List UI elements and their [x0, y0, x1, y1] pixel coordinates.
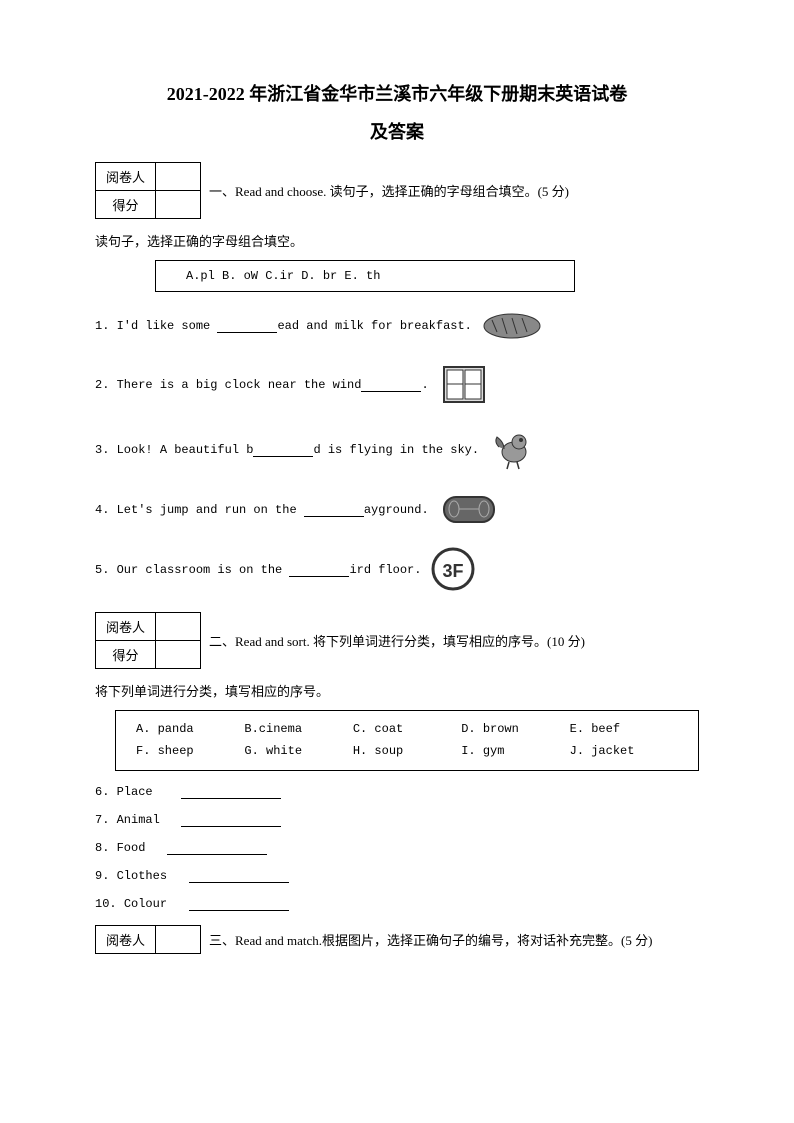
score-label-5: 阅卷人 — [96, 926, 156, 954]
svg-text:3F: 3F — [443, 561, 464, 581]
q1-after: ead and milk for breakfast. — [277, 319, 471, 333]
question-4: 4. Let's jump and run on the ayground. — [95, 492, 699, 527]
q5-before: Our classroom is on the — [117, 563, 290, 577]
score-value-1 — [156, 163, 201, 191]
score-value-2 — [156, 191, 201, 219]
score-value-5 — [156, 926, 201, 954]
word-c: C. coat — [353, 719, 461, 741]
q6-label: Place — [117, 785, 153, 799]
section1-instruction: 读句子，选择正确的字母组合填空。 — [95, 231, 699, 250]
word-row-2: F. sheep G. white H. soup I. gym J. jack… — [136, 741, 678, 763]
q3-after: d is flying in the sky. — [313, 443, 479, 457]
word-i: I. gym — [461, 741, 569, 763]
question-1: 1. I'd like some ead and milk for breakf… — [95, 310, 699, 342]
q9-blank[interactable] — [189, 869, 289, 883]
q2-after: . — [421, 378, 428, 392]
score-box-1: 阅卷人 得分 — [95, 162, 201, 219]
question-7: 7. Animal — [95, 813, 699, 827]
bird-icon — [489, 427, 539, 472]
q1-before: I'd like some — [117, 319, 218, 333]
word-j: J. jacket — [570, 741, 678, 763]
q8-num: 8. — [95, 841, 109, 855]
section2-header: 阅卷人 得分 二、Read and sort. 将下列单词进行分类，填写相应的序… — [95, 612, 699, 669]
question-10: 10. Colour — [95, 897, 699, 911]
choice-box: A.pl B. oW C.ir D. br E. th — [155, 260, 575, 292]
q2-num: 2. — [95, 378, 109, 392]
word-a: A. panda — [136, 719, 244, 741]
word-g: G. white — [244, 741, 352, 763]
score-label-3: 阅卷人 — [96, 613, 156, 641]
q6-blank[interactable] — [181, 785, 281, 799]
word-e: E. beef — [570, 719, 678, 741]
section1-header: 阅卷人 得分 一、Read and choose. 读句子，选择正确的字母组合填… — [95, 162, 699, 219]
q7-label: Animal — [117, 813, 160, 827]
section2-instruction: 将下列单词进行分类，填写相应的序号。 — [95, 681, 699, 700]
section3-header: 阅卷人 三、Read and match.根据图片，选择正确句子的编号，将对话补… — [95, 925, 699, 954]
subtitle: 及答案 — [95, 118, 699, 144]
score-label-2: 得分 — [96, 191, 156, 219]
q10-num: 10. — [95, 897, 117, 911]
word-d: D. brown — [461, 719, 569, 741]
q10-label: Colour — [124, 897, 167, 911]
score-label-1: 阅卷人 — [96, 163, 156, 191]
section1-heading: 一、Read and choose. 读句子，选择正确的字母组合填空。(5 分) — [209, 181, 569, 200]
q5-after: ird floor. — [349, 563, 421, 577]
q2-before: There is a big clock near the wind — [117, 378, 362, 392]
question-6: 6. Place — [95, 785, 699, 799]
q2-blank[interactable] — [361, 378, 421, 392]
q5-num: 5. — [95, 563, 109, 577]
q7-num: 7. — [95, 813, 109, 827]
section3-heading: 三、Read and match.根据图片，选择正确句子的编号，将对话补充完整。… — [209, 930, 652, 949]
word-box: A. panda B.cinema C. coat D. brown E. be… — [115, 710, 699, 771]
q6-num: 6. — [95, 785, 109, 799]
question-2: 2. There is a big clock near the wind. — [95, 362, 699, 407]
q5-blank[interactable] — [289, 563, 349, 577]
q3-num: 3. — [95, 443, 109, 457]
q4-after: ayground. — [364, 503, 429, 517]
playground-icon — [439, 492, 499, 527]
q1-num: 1. — [95, 319, 109, 333]
window-icon — [439, 362, 489, 407]
score-value-4 — [156, 641, 201, 669]
word-row-1: A. panda B.cinema C. coat D. brown E. be… — [136, 719, 678, 741]
q4-blank[interactable] — [304, 503, 364, 517]
word-h: H. soup — [353, 741, 461, 763]
question-8: 8. Food — [95, 841, 699, 855]
q3-before: Look! A beautiful b — [117, 443, 254, 457]
floor-icon: 3F — [431, 547, 476, 592]
q10-blank[interactable] — [189, 897, 289, 911]
q8-blank[interactable] — [167, 841, 267, 855]
q9-label: Clothes — [117, 869, 167, 883]
question-3: 3. Look! A beautiful b d is flying in the… — [95, 427, 699, 472]
q9-num: 9. — [95, 869, 109, 883]
score-box-3: 阅卷人 — [95, 925, 201, 954]
question-9: 9. Clothes — [95, 869, 699, 883]
bread-icon — [482, 310, 542, 342]
score-label-4: 得分 — [96, 641, 156, 669]
q8-label: Food — [117, 841, 146, 855]
q4-before: Let's jump and run on the — [117, 503, 304, 517]
word-b: B.cinema — [244, 719, 352, 741]
score-value-3 — [156, 613, 201, 641]
word-f: F. sheep — [136, 741, 244, 763]
score-box-2: 阅卷人 得分 — [95, 612, 201, 669]
q3-blank[interactable] — [253, 443, 313, 457]
question-5: 5. Our classroom is on the ird floor. 3F — [95, 547, 699, 592]
q4-num: 4. — [95, 503, 109, 517]
section2-heading: 二、Read and sort. 将下列单词进行分类，填写相应的序号。(10 分… — [209, 631, 585, 650]
main-title: 2021-2022 年浙江省金华市兰溪市六年级下册期末英语试卷 — [95, 80, 699, 106]
q1-blank[interactable] — [217, 319, 277, 333]
q7-blank[interactable] — [181, 813, 281, 827]
